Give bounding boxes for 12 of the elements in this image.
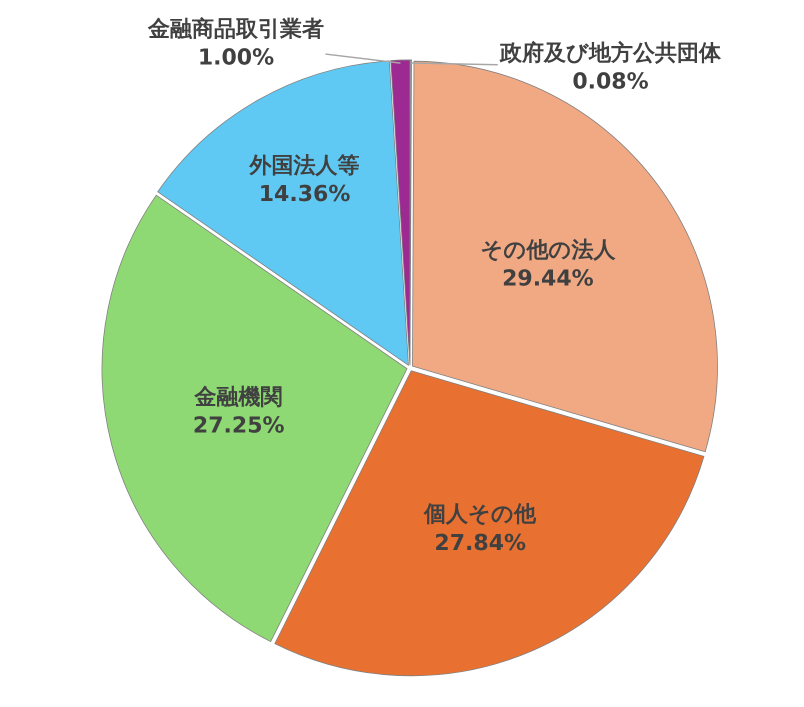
slice-label: その他の法人 (480, 238, 616, 264)
data-label: 27.84% (434, 530, 526, 556)
slice-label: 政府及び地方公共団体 (499, 40, 722, 66)
data-label: 1.00% (198, 46, 274, 71)
slice-label: 個人その他 (423, 502, 538, 528)
data-label: 29.44% (502, 266, 594, 292)
data-label: 27.25% (192, 414, 285, 439)
slice-label: 外国法人等 (248, 154, 360, 179)
slice-label: 金融機関 (194, 385, 283, 410)
data-label: 14.36% (258, 182, 350, 208)
data-label: 0.08% (572, 70, 649, 95)
slice-label: 金融商品取引業者 (147, 16, 324, 42)
